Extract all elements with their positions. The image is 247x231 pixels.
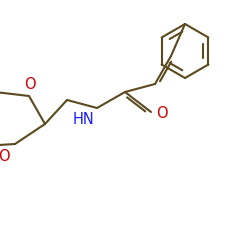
Text: O: O <box>156 106 168 121</box>
Text: HN: HN <box>72 112 94 126</box>
Text: O: O <box>24 77 36 92</box>
Text: O: O <box>0 148 10 163</box>
